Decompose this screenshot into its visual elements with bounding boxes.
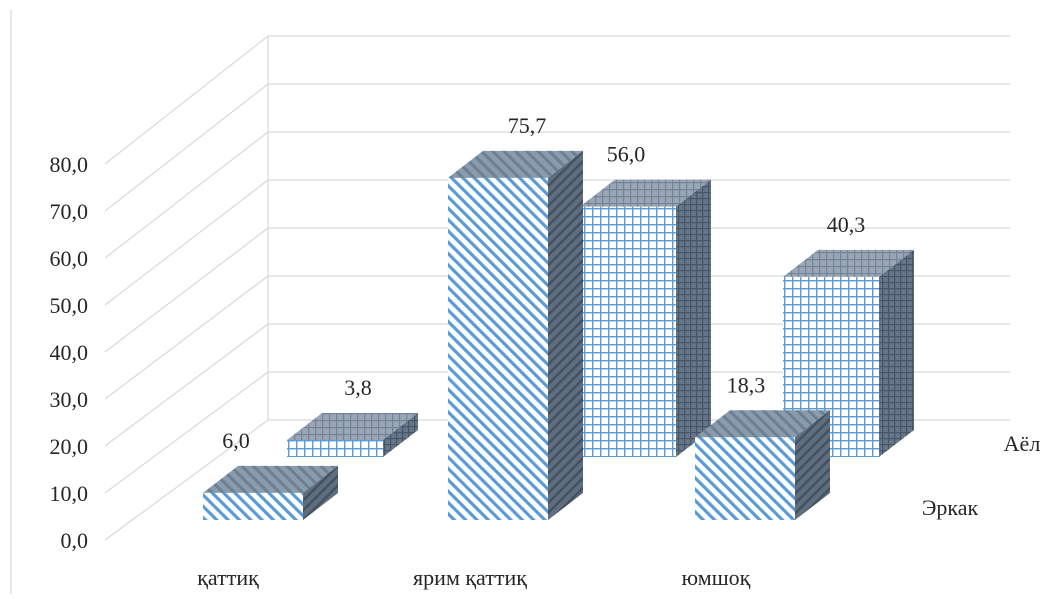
bars [203,150,914,520]
bar-erkak-1 [448,150,583,520]
data-labels: 6,0 75,7 18,3 3,8 56,0 40,3 [222,113,865,453]
data-label-erkak: 18,3 [727,372,766,397]
bar-erkak-1-front [448,177,548,520]
bar-erkak-1-side [548,150,583,520]
bar-erkak-0-top [203,465,338,493]
series-axis: Эркак Аёл [922,431,1041,520]
series-label-erkak: Эркак [922,495,979,520]
gridline-side [104,83,269,212]
category-axis: қаттиқ ярим қаттиқ юмшоқ [197,565,750,590]
y-tick-label: 30,0 [50,387,89,412]
bar-erkak-2-side [795,410,830,520]
bar-aeol-0-top [287,413,418,441]
bar-erkak-2 [695,410,830,520]
y-tick-label: 0,0 [61,528,89,553]
gridline-side [104,419,269,541]
y-tick-label: 70,0 [50,199,89,224]
bar-aeol-1-side [676,179,711,457]
bar-aeol-0-side [383,413,418,457]
bar-aeol-2-top [783,249,914,277]
category-label: қаттиқ [197,565,259,590]
data-label-aeol: 56,0 [607,142,646,167]
y-tick-label: 10,0 [50,481,89,506]
bar-aeol-1 [580,179,711,457]
category-label: ярим қаттиқ [413,565,527,590]
data-label-aeol: 3,8 [344,375,372,400]
gridline-side [104,227,269,353]
data-label-aeol: 40,3 [827,212,866,237]
y-tick-label: 50,0 [50,293,89,318]
series-label-aeol: Аёл [1004,431,1041,456]
bar-aeol-0 [287,413,418,457]
y-tick-label: 20,0 [50,434,89,459]
gridline-side [104,131,269,259]
gridline-side [104,323,269,447]
bar-erkak-2-top [695,410,830,438]
data-label-erkak: 6,0 [222,428,250,453]
gridline-side [104,275,269,400]
gridline-side [104,179,269,306]
bar-erkak-0-front [203,492,303,520]
category-label: юмшоқ [682,565,751,590]
y-tick-label: 40,0 [50,340,89,365]
y-tick-label: 80,0 [50,152,89,177]
y-axis-ticks: 0,0 10,0 20,0 30,0 40,0 50,0 60,0 70,0 80,0 [50,152,89,553]
gridline-side [104,371,269,494]
bar-aeol-1-top [580,179,711,207]
bar-erkak-0-side [303,465,338,520]
bar-erkak-1-top [448,150,583,178]
data-label-erkak: 75,7 [508,113,547,138]
bar-aeol-1-front [580,206,676,457]
y-tick-label: 60,0 [50,246,89,271]
bar-erkak-0 [203,465,338,520]
bar-erkak-2-front [695,437,795,520]
gridline-side [104,35,269,165]
bar-aeol-0-front [287,440,383,457]
bar-aeol-2-side [879,249,914,457]
